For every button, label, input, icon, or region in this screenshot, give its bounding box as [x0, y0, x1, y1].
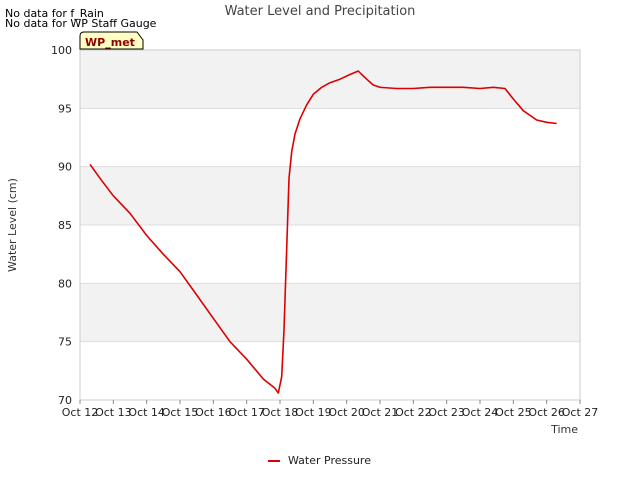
x-tick-label: Oct 20 — [328, 406, 365, 419]
x-tick-label: Oct 23 — [428, 406, 465, 419]
y-tick-label: 90 — [58, 161, 72, 174]
grid-band — [80, 50, 580, 109]
site-badge-label: WP_met — [85, 36, 135, 49]
chart-title: Water Level and Precipitation — [224, 4, 416, 19]
x-tick-label: Oct 14 — [128, 406, 165, 419]
x-tick-label: Oct 24 — [462, 406, 499, 419]
y-tick-label: 75 — [58, 336, 72, 349]
x-axis-label: Time — [550, 423, 578, 436]
grid-band — [80, 166, 580, 225]
y-tick-label: 80 — [58, 277, 72, 290]
y-tick-label: 70 — [58, 394, 72, 407]
y-axis-label: Water Level (cm) — [6, 178, 19, 272]
legend-label-water-pressure: Water Pressure — [288, 454, 371, 467]
x-tick-label: Oct 21 — [362, 406, 399, 419]
no-data-notice-rain: No data for f_Rain — [5, 7, 104, 20]
legend-swatch-water-pressure — [268, 459, 280, 462]
plot-frame — [79, 49, 581, 401]
x-tick-label: Oct 27 — [562, 406, 599, 419]
y-tick-label: 100 — [51, 44, 72, 57]
x-tick-label: Oct 16 — [195, 406, 232, 419]
x-tick-label: Oct 22 — [395, 406, 432, 419]
x-tick-label: Oct 13 — [95, 406, 132, 419]
no-data-notice-staff-gauge: No data for WP Staff Gauge — [5, 17, 157, 30]
y-tick-label: 95 — [58, 102, 72, 115]
x-tick-label: Oct 25 — [495, 406, 532, 419]
grid-band — [80, 283, 580, 342]
site-badge[interactable]: WP_met — [79, 31, 144, 50]
x-tick-label: Oct 18 — [262, 406, 299, 419]
x-tick-label: Oct 12 — [62, 406, 99, 419]
x-tick-label: Oct 17 — [228, 406, 265, 419]
x-tick-label: Oct 15 — [162, 406, 199, 419]
x-tick-label: Oct 19 — [295, 406, 332, 419]
x-tick-label: Oct 26 — [528, 406, 565, 419]
y-tick-label: 85 — [58, 219, 72, 232]
legend: Water Pressure — [268, 454, 371, 467]
series-line-water-pressure — [89, 70, 557, 394]
